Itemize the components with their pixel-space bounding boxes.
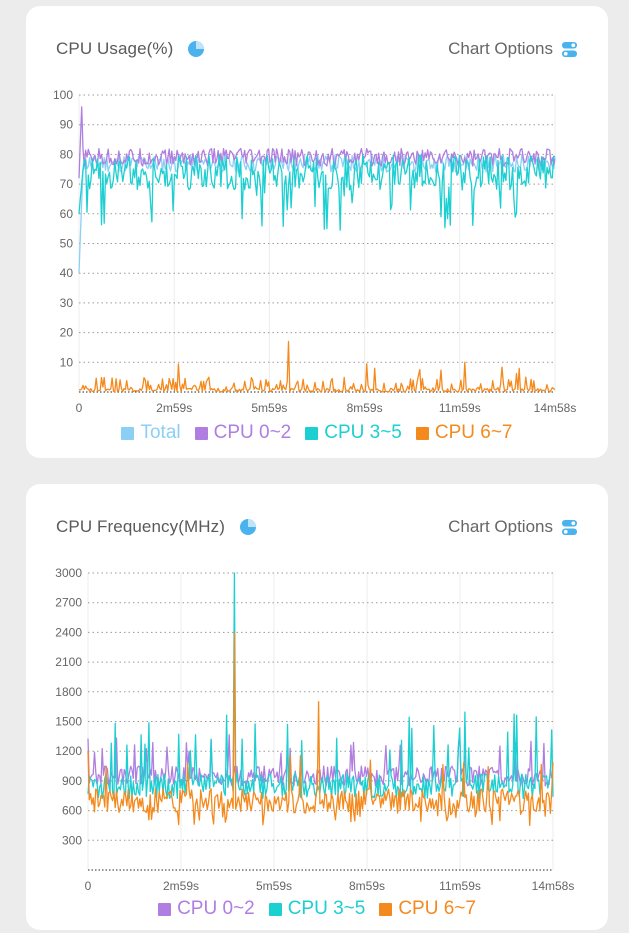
y-tick-label: 2400 bbox=[55, 625, 82, 639]
legend-item-cpu67[interactable]: CPU 6~7 bbox=[415, 422, 513, 444]
y-tick-label: 300 bbox=[62, 833, 82, 847]
legend-item-total[interactable]: Total bbox=[121, 422, 181, 444]
legend-swatch bbox=[121, 426, 135, 440]
y-tick-label: 90 bbox=[60, 118, 74, 132]
legend-swatch bbox=[379, 902, 393, 916]
legend-label: CPU 6~7 bbox=[434, 422, 513, 443]
series-line-cpu67 bbox=[78, 340, 556, 393]
cpu-usage-card: CPU Usage(%) Chart Options 10 20 30 40 50 60 7… bbox=[26, 6, 608, 458]
y-tick-label: 2700 bbox=[55, 596, 82, 610]
cpu-usage-chart[interactable]: 10 20 30 40 50 60 70 80 90 100 0 2m59s 5m59s 8m59s 11m… bbox=[26, 6, 608, 458]
legend-item-cpu35[interactable]: CPU 3~5 bbox=[268, 898, 366, 920]
series-line-cpu35 bbox=[78, 154, 556, 231]
series-line-cpu67 bbox=[87, 631, 554, 826]
y-tick-label: 80 bbox=[60, 147, 74, 161]
legend-label: CPU 6~7 bbox=[398, 898, 476, 919]
usage-title-row: CPU Usage(%) bbox=[56, 39, 205, 59]
legend-swatch bbox=[268, 902, 282, 916]
legend-swatch bbox=[305, 426, 319, 440]
x-tick-label: 8m59s bbox=[349, 879, 385, 893]
legend-item-cpu67[interactable]: CPU 6~7 bbox=[379, 898, 476, 920]
y-tick-label: 70 bbox=[60, 177, 74, 191]
cpu-frequency-card: CPU Frequency(MHz) Chart Options 300 600 9… bbox=[26, 484, 608, 930]
x-tick-label: 14m58s bbox=[532, 879, 575, 893]
series-line-cpu02 bbox=[78, 106, 556, 179]
y-tick-label: 2100 bbox=[55, 655, 82, 669]
x-tick-label: 8m59s bbox=[347, 401, 383, 415]
y-tick-label: 600 bbox=[62, 804, 82, 818]
y-tick-label: 40 bbox=[60, 266, 74, 280]
chart-options-label: Chart Options bbox=[448, 517, 553, 536]
x-tick-label: 14m58s bbox=[534, 401, 577, 415]
freq-chart-options-button[interactable]: Chart Options bbox=[448, 517, 578, 537]
x-tick-label: 11m59s bbox=[439, 879, 481, 893]
x-tick-label: 5m59s bbox=[256, 879, 292, 893]
series-line-cpu35 bbox=[87, 572, 554, 800]
y-tick-label: 100 bbox=[53, 88, 73, 102]
toggle-icon bbox=[561, 41, 578, 57]
x-tick-label: 0 bbox=[85, 879, 92, 893]
y-tick-label: 900 bbox=[62, 774, 82, 788]
series-line-cpu02 bbox=[87, 734, 554, 787]
legend-item-cpu02[interactable]: CPU 0~2 bbox=[194, 422, 292, 444]
y-tick-label: 1800 bbox=[55, 685, 82, 699]
legend-label: CPU 0~2 bbox=[213, 422, 292, 443]
pie-chart-icon[interactable] bbox=[187, 40, 205, 58]
y-tick-label: 50 bbox=[60, 237, 74, 251]
pie-chart-icon[interactable] bbox=[239, 518, 257, 536]
freq-chart-title: CPU Frequency(MHz) bbox=[56, 517, 225, 536]
cpu-frequency-chart[interactable]: 300 600 900 1200 1500 1800 2100 2400 2700 3000 0 2m… bbox=[26, 484, 608, 930]
legend-label: Total bbox=[140, 422, 181, 443]
usage-legend: Total CPU 0~2 CPU 3~5 CPU 6~7 bbox=[26, 422, 608, 444]
freq-title-row: CPU Frequency(MHz) bbox=[56, 517, 257, 537]
legend-item-cpu02[interactable]: CPU 0~2 bbox=[158, 898, 255, 920]
legend-label: CPU 3~5 bbox=[324, 422, 402, 443]
x-tick-label: 2m59s bbox=[163, 879, 199, 893]
legend-swatch bbox=[415, 426, 429, 440]
x-tick-label: 2m59s bbox=[156, 401, 192, 415]
usage-chart-options-button[interactable]: Chart Options bbox=[448, 39, 578, 59]
legend-label: CPU 3~5 bbox=[287, 898, 366, 919]
y-tick-label: 20 bbox=[60, 326, 74, 340]
x-tick-label: 11m59s bbox=[439, 401, 481, 415]
chart-options-label: Chart Options bbox=[448, 39, 553, 58]
legend-swatch bbox=[158, 902, 172, 916]
legend-item-cpu35[interactable]: CPU 3~5 bbox=[305, 422, 402, 444]
y-tick-label: 30 bbox=[60, 296, 74, 310]
x-tick-label: 5m59s bbox=[251, 401, 287, 415]
y-tick-label: 1200 bbox=[55, 744, 82, 758]
y-tick-label: 60 bbox=[60, 207, 74, 221]
y-tick-label: 1500 bbox=[55, 715, 82, 729]
legend-label: CPU 0~2 bbox=[177, 898, 255, 919]
freq-legend: CPU 0~2 CPU 3~5 CPU 6~7 bbox=[26, 898, 608, 920]
y-tick-label: 3000 bbox=[55, 566, 82, 580]
toggle-icon bbox=[561, 519, 578, 535]
legend-swatch bbox=[194, 426, 208, 440]
usage-chart-title: CPU Usage(%) bbox=[56, 39, 174, 58]
y-tick-label: 10 bbox=[60, 355, 74, 369]
x-tick-label: 0 bbox=[76, 401, 83, 415]
